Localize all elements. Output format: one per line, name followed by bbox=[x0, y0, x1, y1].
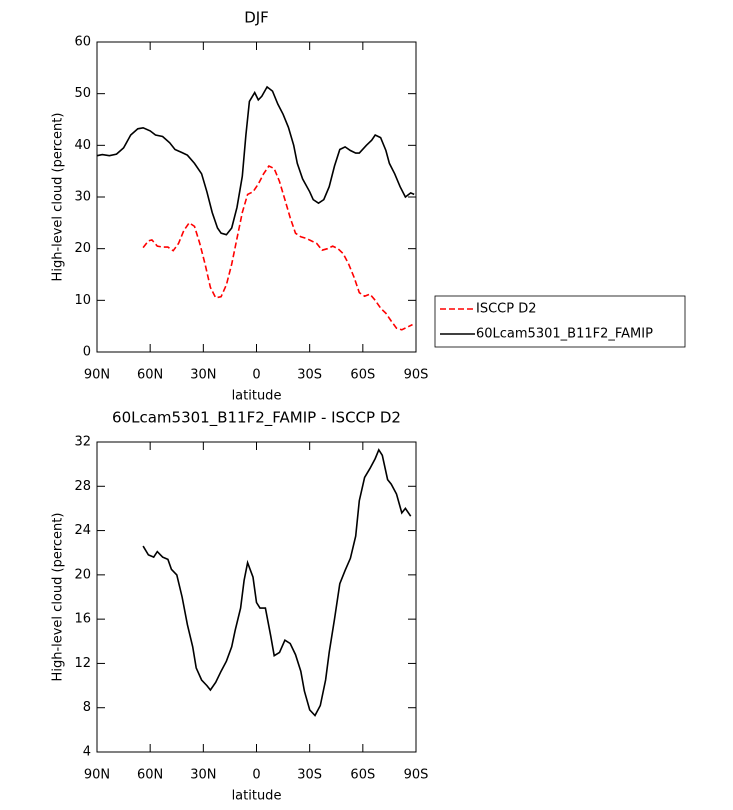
x-tick-label: 30N bbox=[190, 368, 216, 383]
y-tick-label: 20 bbox=[74, 567, 91, 582]
y-tick-label: 60 bbox=[74, 35, 91, 50]
x-axis-label: latitude bbox=[232, 389, 282, 404]
legend-label: ISCCP D2 bbox=[476, 302, 537, 317]
x-tick-label: 0 bbox=[252, 368, 260, 383]
data-line bbox=[142, 448, 412, 717]
data-line bbox=[142, 164, 413, 331]
x-tick-label: 60N bbox=[137, 368, 163, 383]
y-tick-label: 0 bbox=[83, 345, 91, 360]
y-tick-label: 24 bbox=[74, 523, 91, 538]
y-tick-label: 32 bbox=[74, 435, 91, 450]
x-tick-label: 60S bbox=[350, 768, 375, 783]
y-axis-label: High-level cloud (percent) bbox=[51, 113, 66, 282]
y-tick-label: 30 bbox=[74, 190, 91, 205]
x-tick-label: 90N bbox=[84, 768, 110, 783]
x-tick-label: 0 bbox=[252, 768, 260, 783]
y-tick-label: 4 bbox=[83, 745, 91, 760]
x-tick-label: 90N bbox=[84, 368, 110, 383]
y-tick-label: 20 bbox=[74, 241, 91, 256]
y-tick-label: 12 bbox=[74, 656, 91, 671]
chart-title: DJF bbox=[244, 9, 269, 27]
y-tick-label: 28 bbox=[74, 479, 91, 494]
y-tick-label: 16 bbox=[74, 612, 91, 627]
x-tick-label: 30S bbox=[297, 368, 322, 383]
x-tick-label: 60S bbox=[350, 368, 375, 383]
y-tick-label: 50 bbox=[74, 86, 91, 101]
data-line bbox=[96, 85, 415, 236]
x-tick-label: 90S bbox=[404, 368, 429, 383]
x-tick-label: 60N bbox=[137, 768, 163, 783]
y-tick-label: 40 bbox=[74, 138, 91, 153]
legend-label: 60Lcam5301_B11F2_FAMIP bbox=[476, 327, 653, 342]
y-tick-label: 8 bbox=[83, 700, 91, 715]
legend-box bbox=[434, 295, 686, 348]
x-axis-label: latitude bbox=[232, 789, 282, 804]
y-axis-label: High-level cloud (percent) bbox=[51, 513, 66, 682]
x-tick-label: 90S bbox=[404, 768, 429, 783]
plot-frame bbox=[96, 41, 417, 353]
x-tick-label: 30S bbox=[297, 768, 322, 783]
chart-title: 60Lcam5301_B11F2_FAMIP - ISCCP D2 bbox=[112, 409, 401, 428]
y-tick-label: 10 bbox=[74, 293, 91, 308]
x-tick-label: 30N bbox=[190, 768, 216, 783]
